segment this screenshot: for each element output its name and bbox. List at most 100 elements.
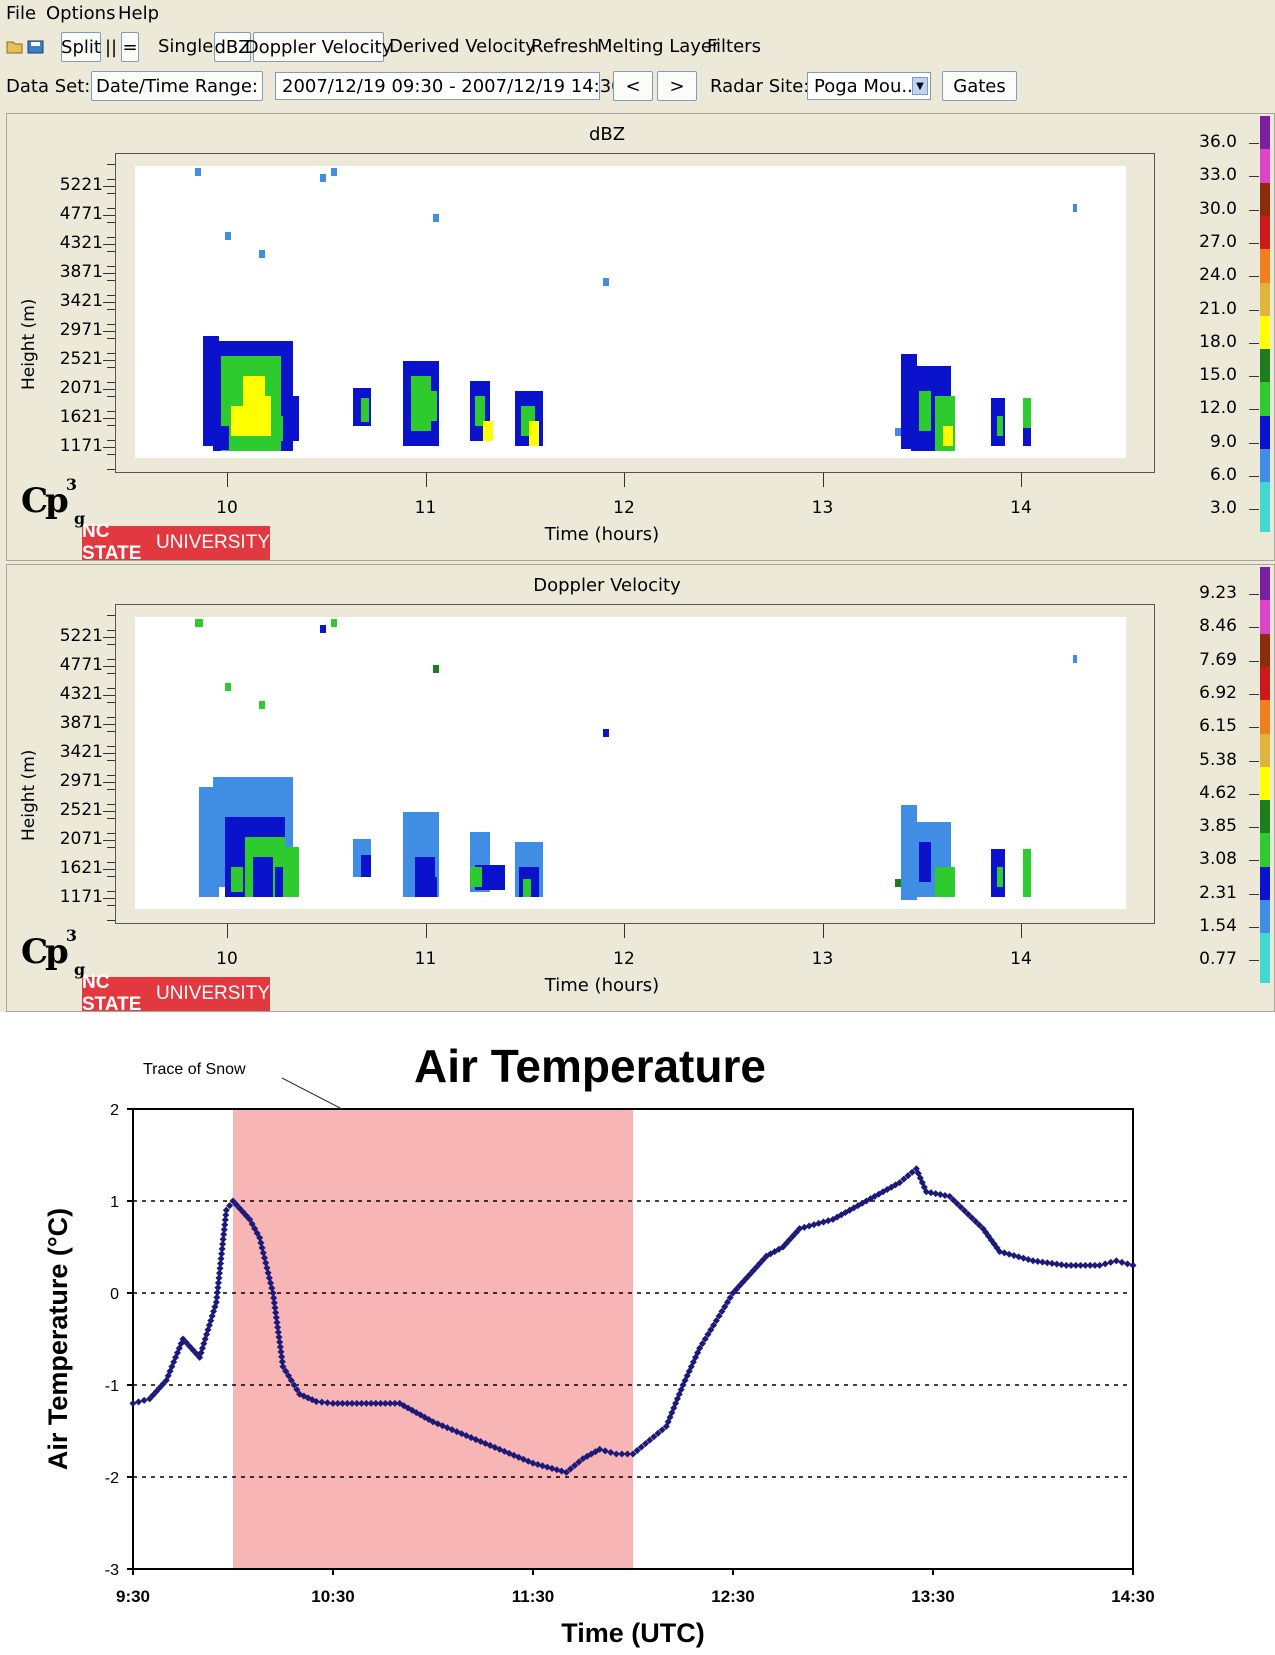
data-point (275, 1333, 283, 1341)
data-point (658, 1426, 666, 1434)
logo-sub: g (73, 959, 85, 979)
horizontal-split-button[interactable]: = (121, 32, 139, 62)
y-minor-tick (107, 454, 115, 455)
radar-echo (219, 426, 229, 450)
x-tick-label: 11 (414, 949, 437, 969)
data-point (367, 1399, 375, 1407)
data-point (704, 1330, 712, 1338)
colorbar-tick (1249, 860, 1259, 862)
radar-echo (427, 877, 437, 897)
y-minor-tick (107, 760, 115, 761)
y-tick (103, 811, 115, 812)
data-point (276, 1338, 284, 1346)
melting-layer-button[interactable]: Melting Layer (597, 36, 720, 57)
next-button[interactable]: > (657, 71, 697, 101)
data-point (282, 1367, 290, 1375)
data-point (562, 1468, 570, 1476)
gates-button[interactable]: Gates (942, 71, 1017, 101)
y-minor-tick (107, 876, 115, 877)
y-minor-tick (107, 803, 115, 805)
y-tick-label: 4771 (59, 204, 103, 224)
data-point (265, 1274, 273, 1282)
menubar: File Options Help (0, 0, 1275, 28)
x-tick-label: 10 (216, 949, 238, 969)
radar-echo (285, 847, 299, 897)
radar-echo (231, 867, 243, 892)
colorbar-label: 8.46 (1199, 616, 1237, 637)
y-tick (103, 869, 115, 870)
y-minor-tick (107, 236, 115, 238)
filters-button[interactable]: Filters (707, 36, 761, 57)
x-tick (425, 473, 427, 487)
radar-echo (1073, 655, 1077, 663)
plot-frame (115, 153, 1155, 473)
data-point (312, 1398, 320, 1406)
data-point (696, 1344, 704, 1352)
radar-echo (285, 396, 299, 441)
y-tick-label: 1171 (59, 887, 103, 907)
dbz-button[interactable]: dBZ (214, 32, 251, 62)
y-minor-tick (107, 222, 115, 223)
y-minor-tick (107, 396, 115, 397)
data-point (386, 1399, 394, 1407)
x-tick-label: 13 (811, 498, 834, 518)
date-time-range-field[interactable]: 2007/12/19 09:30 - 2007/12/19 14:30 (275, 72, 623, 100)
single-button[interactable]: Single (158, 36, 214, 57)
data-point (566, 1465, 575, 1473)
y-minor-tick (107, 251, 115, 252)
y-tick-label: 2521 (59, 349, 103, 369)
data-point (279, 1363, 287, 1371)
colorbar-label: 18.0 (1199, 331, 1237, 352)
chevron-down-icon[interactable]: ▼ (912, 77, 928, 95)
y-tick-label: 1171 (59, 436, 103, 456)
y-minor-tick (107, 716, 115, 718)
data-point (698, 1340, 706, 1348)
y-tick-label: 1621 (59, 407, 103, 427)
menu-file[interactable]: File (6, 3, 37, 24)
data-point (726, 1294, 734, 1302)
save-disk-icon[interactable] (27, 39, 44, 54)
y-tick-label: 4321 (59, 684, 103, 704)
data-point (633, 1447, 641, 1455)
radar-echo (603, 278, 609, 286)
split-button[interactable]: Split (61, 32, 101, 62)
y-minor-tick (107, 789, 115, 790)
refresh-button[interactable]: Refresh (531, 36, 599, 57)
colorbar-segment (1260, 600, 1270, 635)
y-minor-tick (107, 468, 115, 470)
data-point (348, 1399, 356, 1407)
radar-echo (997, 867, 1003, 887)
y-minor-tick (107, 615, 115, 616)
radar-site-select[interactable]: Poga Mou... ▼ (807, 72, 931, 100)
data-point (258, 1244, 266, 1252)
y-tick-label: 3421 (59, 742, 103, 762)
data-point (710, 1321, 718, 1329)
x-tick-label: 12 (613, 949, 635, 969)
radar-echo (433, 214, 439, 222)
x-tick-label: 10:30 (311, 1587, 354, 1606)
derived-velocity-button[interactable]: Derived Velocity (389, 36, 536, 57)
colorbar-segment (1260, 967, 1270, 983)
radar-echo (997, 416, 1003, 436)
y-tick-label: 1621 (59, 858, 103, 878)
colorbar-label: 6.92 (1199, 682, 1237, 703)
colorbar-tick (1249, 342, 1259, 344)
colorbar-segment (1260, 567, 1270, 601)
date-time-range-button[interactable]: Date/Time Range: (91, 71, 263, 101)
x-tick-label: 11:30 (512, 1587, 555, 1606)
x-tick (227, 473, 228, 487)
previous-button[interactable]: < (613, 71, 653, 101)
doppler-velocity-button[interactable]: Doppler Velocity (245, 32, 392, 62)
colorbar-tick (1249, 693, 1259, 695)
data-point (362, 1399, 370, 1407)
data-point (338, 1399, 347, 1407)
vertical-split-button[interactable]: || (104, 36, 118, 58)
colorbar-label: 21.0 (1199, 298, 1237, 319)
radar-echo (523, 879, 531, 897)
y-tick-label: -1 (105, 1378, 119, 1395)
menu-help[interactable]: Help (118, 3, 160, 24)
menu-options[interactable]: Options (46, 3, 116, 24)
x-tick-label: 10 (216, 498, 238, 518)
colorbar-tick (1249, 509, 1259, 511)
open-folder-icon[interactable] (6, 39, 23, 54)
